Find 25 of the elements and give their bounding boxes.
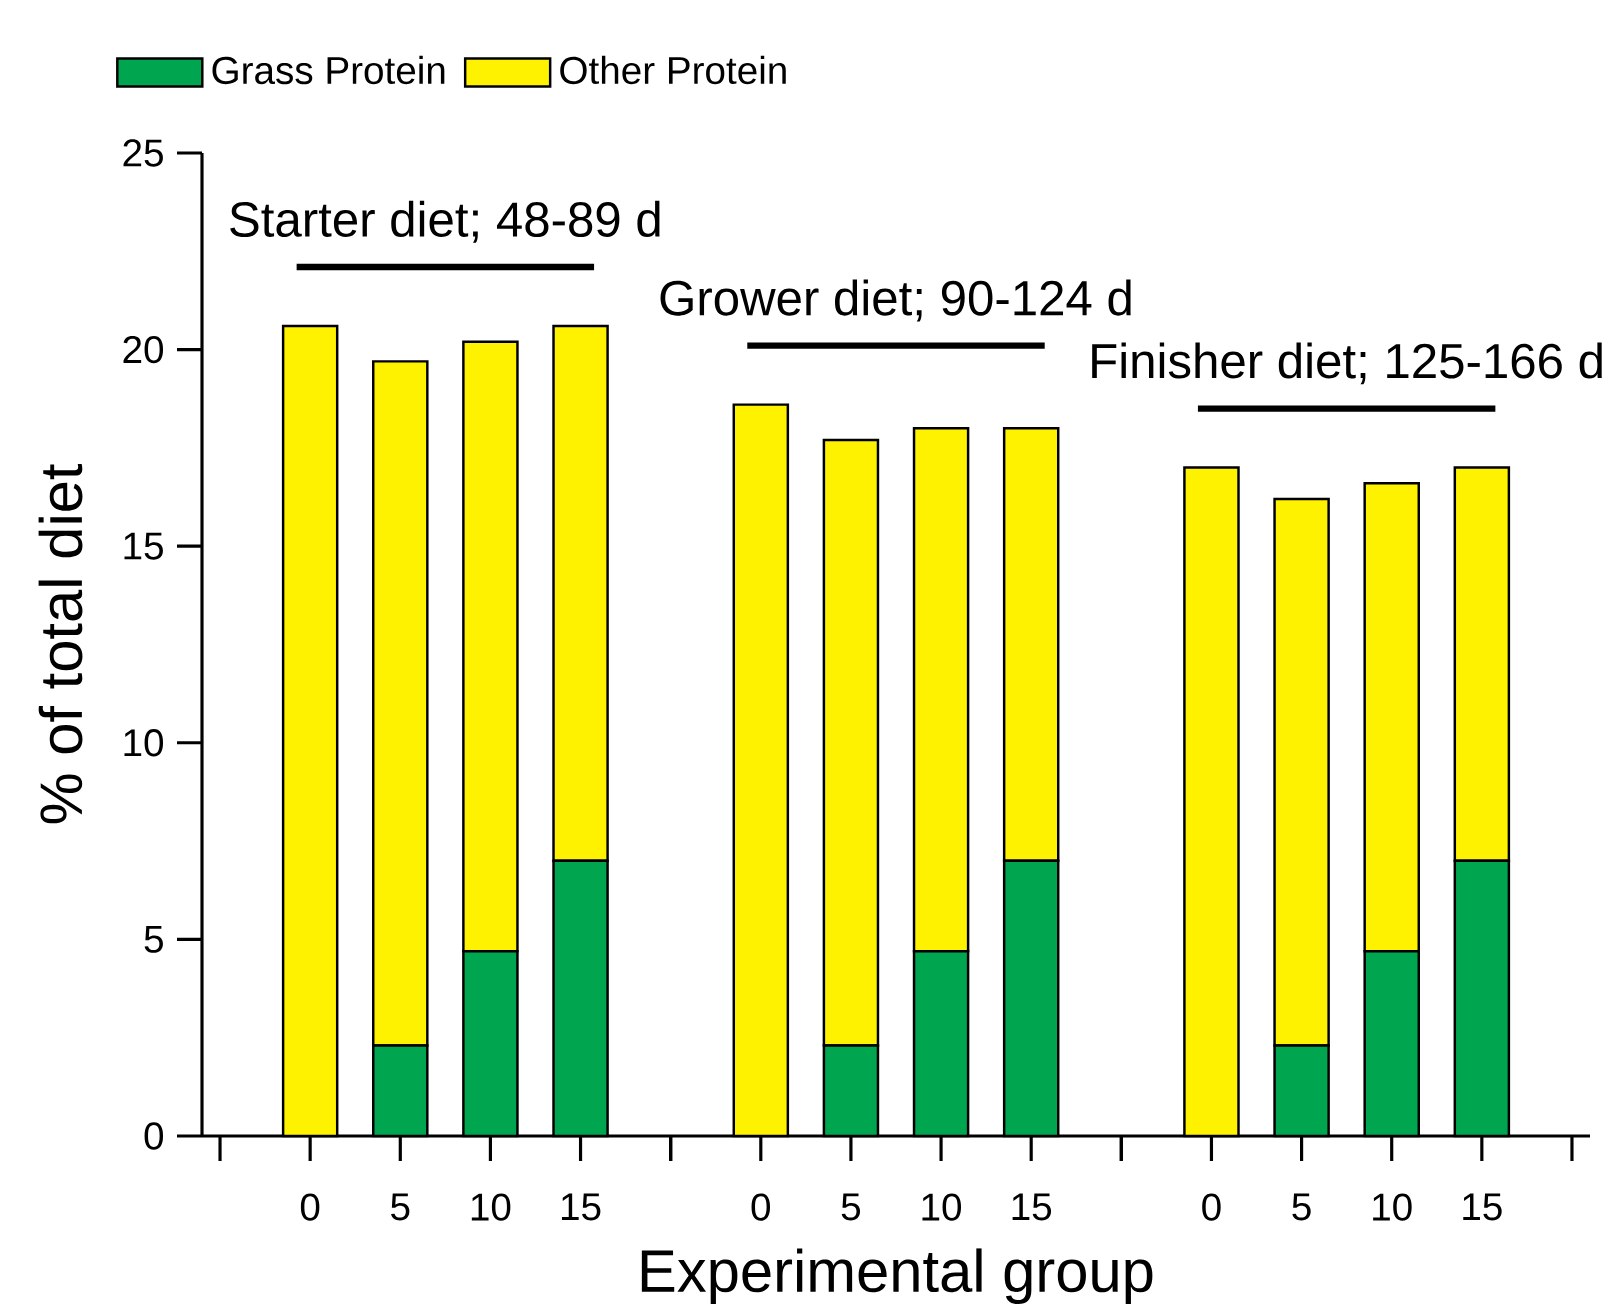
x-tick-label: 5 [391, 1193, 410, 1221]
y-tick-label: 0 [144, 1122, 164, 1150]
x-tick-label: 5 [841, 1193, 861, 1221]
x-tick-label: 5 [1292, 1193, 1311, 1221]
annotation: Finisher diet; 125-166 d [1092, 342, 1602, 385]
x-axis-title: Experimental group [641, 1248, 1153, 1305]
x-tick-label: 0 [1202, 1193, 1221, 1221]
y-tick-label: 10 [124, 729, 164, 757]
x-tick-label: 10 [922, 1193, 962, 1221]
legend-label: Grass Protein [212, 55, 445, 85]
x-tick-label: 15 [1012, 1193, 1052, 1221]
x-tick-label: 0 [300, 1193, 320, 1221]
y-tick-label: 25 [123, 139, 163, 167]
legend-label: Other Protein [560, 55, 786, 85]
x-tick-label: 0 [751, 1193, 771, 1221]
x-tick-label: 15 [1463, 1193, 1502, 1221]
annotation: Grower diet; 90-124 d [660, 279, 1131, 322]
y-axis-title: % of total diet [38, 464, 83, 824]
x-tick-label: 10 [471, 1193, 511, 1221]
y-tick-label: 20 [123, 335, 164, 364]
y-tick-label: 5 [144, 925, 163, 953]
y-tick-label: 15 [124, 532, 163, 560]
annotation: Starter diet; 48-89 d [230, 200, 660, 243]
x-tick-label: 10 [1373, 1193, 1412, 1221]
x-tick-label: 15 [561, 1193, 601, 1221]
